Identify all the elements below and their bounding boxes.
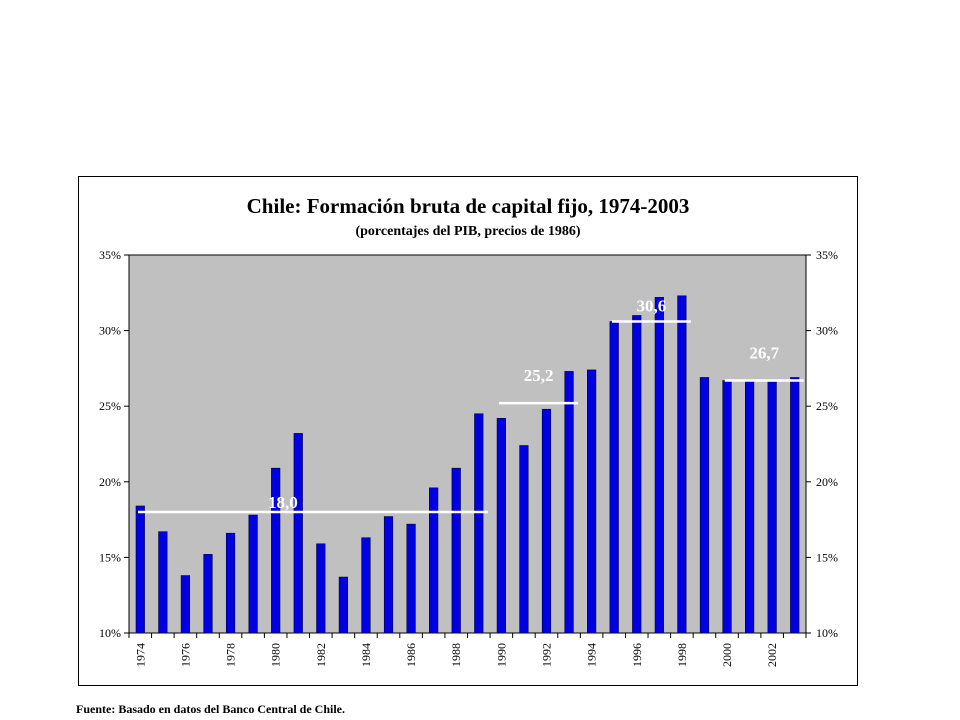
average-label: 30,6	[637, 297, 667, 316]
bar	[496, 417, 506, 634]
x-tick-label: 1974	[133, 643, 147, 667]
x-tick-label: 1992	[539, 643, 553, 667]
bar	[632, 315, 642, 634]
x-tick-label: 2000	[720, 643, 734, 667]
x-tick-label: 1978	[224, 643, 238, 667]
bar	[654, 297, 664, 634]
bar	[677, 295, 687, 634]
bar	[203, 554, 213, 634]
bar	[519, 445, 529, 634]
y-tick-label-left: 10%	[99, 626, 121, 640]
x-tick-label: 1994	[585, 643, 599, 667]
y-tick-label-left: 15%	[99, 550, 121, 564]
bar	[293, 433, 303, 634]
bar	[564, 371, 574, 634]
chart: Chile: Formación bruta de capital fijo, …	[99, 194, 838, 667]
bar	[429, 487, 439, 634]
bar	[609, 321, 619, 634]
y-tick-label-right: 30%	[816, 324, 838, 338]
bar	[541, 408, 552, 634]
y-tick-label-right: 25%	[816, 399, 838, 413]
x-tick-label: 1984	[359, 643, 373, 667]
bar	[135, 505, 145, 634]
plot-background	[128, 254, 807, 634]
x-tick-label: 1996	[630, 643, 644, 667]
bar	[587, 369, 597, 634]
y-tick-label-right: 20%	[816, 475, 838, 489]
source-note: Fuente: Basado en datos del Banco Centra…	[76, 702, 346, 716]
x-tick-label: 1982	[314, 643, 328, 667]
bar	[722, 380, 732, 634]
bar	[361, 537, 371, 634]
bar	[248, 514, 258, 634]
bar	[383, 516, 394, 634]
bar	[406, 523, 416, 634]
bar	[767, 381, 777, 634]
bar	[699, 377, 710, 634]
bar	[338, 576, 348, 634]
bar	[451, 467, 461, 634]
bar	[744, 380, 755, 634]
bar	[790, 377, 800, 634]
x-tick-label: 1990	[494, 643, 508, 667]
x-tick-label: 1986	[404, 643, 418, 667]
x-tick-label: 1976	[178, 643, 192, 667]
chart-frame: Chile: Formación bruta de capital fijo, …	[78, 176, 858, 686]
chart-title: Chile: Formación bruta de capital fijo, …	[247, 194, 690, 218]
x-tick-label: 1998	[675, 643, 689, 667]
y-tick-label-right: 15%	[816, 550, 838, 564]
y-tick-label-left: 35%	[99, 248, 121, 262]
x-tick-label: 2002	[765, 643, 779, 667]
bar	[158, 531, 168, 634]
y-tick-label-left: 30%	[99, 324, 121, 338]
y-tick-label-right: 10%	[816, 626, 838, 640]
bar	[225, 532, 236, 634]
bar	[180, 575, 191, 634]
bar	[271, 467, 281, 634]
y-tick-label-left: 20%	[99, 475, 121, 489]
average-label: 26,7	[749, 343, 779, 362]
chart-subtitle: (porcentajes del PIB, precios de 1986)	[355, 224, 580, 239]
y-tick-label-left: 25%	[99, 399, 121, 413]
x-tick-label: 1980	[269, 643, 283, 667]
x-tick-label: 1988	[449, 643, 463, 667]
bar	[316, 543, 326, 634]
bar	[474, 413, 484, 634]
plot-area: 10% 10% 15% 15% 20% 20% 25% 25% 30% 30% 35% 35% 1974…	[99, 248, 838, 667]
average-label: 25,2	[524, 366, 554, 385]
average-label: 18,0	[268, 493, 298, 512]
y-tick-label-right: 35%	[816, 248, 838, 262]
